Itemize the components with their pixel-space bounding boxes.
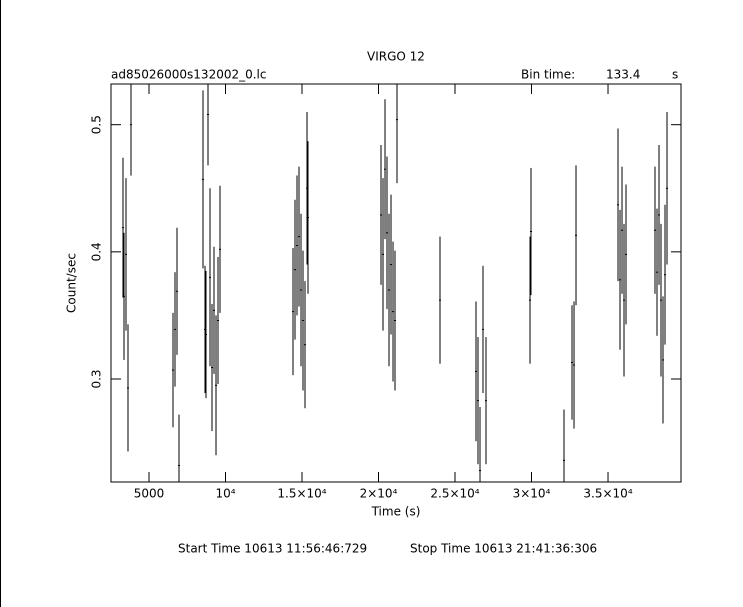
- y-axis-label: Count/sec: [65, 253, 79, 313]
- y-tick-label: 0.5: [90, 115, 104, 134]
- y-tick-label: 0.4: [90, 242, 104, 261]
- x-axis-label: Time (s): [371, 505, 421, 519]
- x-tick-label: 2.5×10⁴: [430, 487, 479, 501]
- chart-title: VIRGO 12: [367, 50, 425, 64]
- bin-time: 133.4: [606, 68, 640, 82]
- x-tick-label: 3.5×10⁴: [583, 487, 632, 501]
- x-tick-label: 10⁴: [215, 487, 235, 501]
- plot-area: [121, 84, 669, 482]
- stop-time: Stop Time 10613 21:41:36:306: [410, 542, 597, 556]
- bin-time-unit: s: [672, 68, 678, 82]
- x-tick-label: 3×10⁴: [513, 487, 551, 501]
- bin-time-label: Bin time:: [521, 68, 575, 82]
- subtitle: ad85026000s132002_0.lc: [111, 68, 267, 82]
- x-tick-label: 1.5×10⁴: [277, 487, 326, 501]
- x-tick-label: 2×10⁴: [360, 487, 398, 501]
- plot-frame: [110, 83, 682, 483]
- x-tick-label: 5000: [134, 487, 165, 501]
- start-time: Start Time 10613 11:56:46:729: [178, 542, 367, 556]
- y-tick-label: 0.3: [90, 369, 104, 388]
